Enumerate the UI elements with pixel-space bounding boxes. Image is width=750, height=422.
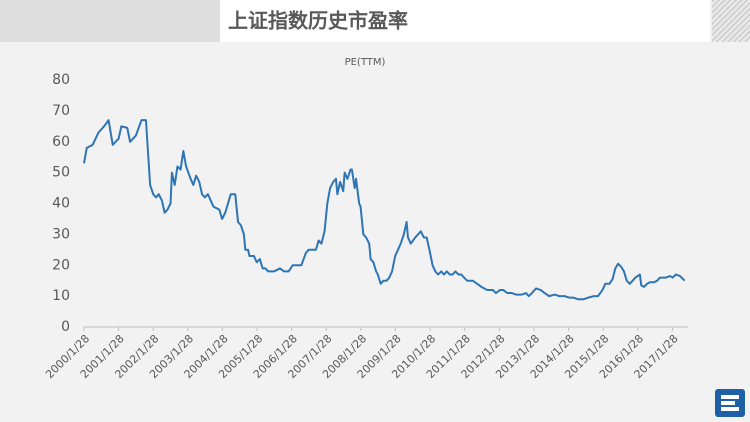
logo (715, 389, 745, 417)
y-tick-label: 30 (52, 226, 70, 242)
y-tick-label: 40 (52, 196, 70, 212)
y-tick-label: 50 (52, 165, 70, 181)
y-tick-label: 80 (52, 72, 70, 88)
line-series (83, 119, 686, 301)
y-tick-label: 0 (61, 319, 70, 335)
y-tick-label: 10 (52, 288, 70, 304)
header-band (0, 0, 220, 42)
slide-title: 上证指数历史市盈率 (228, 9, 408, 33)
y-tick-label: 20 (52, 257, 70, 273)
title-box (220, 0, 710, 42)
y-tick-label: 60 (52, 134, 70, 150)
y-tick-label: 70 (52, 103, 70, 119)
chart-title: PE(TTM) (345, 57, 386, 68)
header-decor (712, 0, 750, 42)
